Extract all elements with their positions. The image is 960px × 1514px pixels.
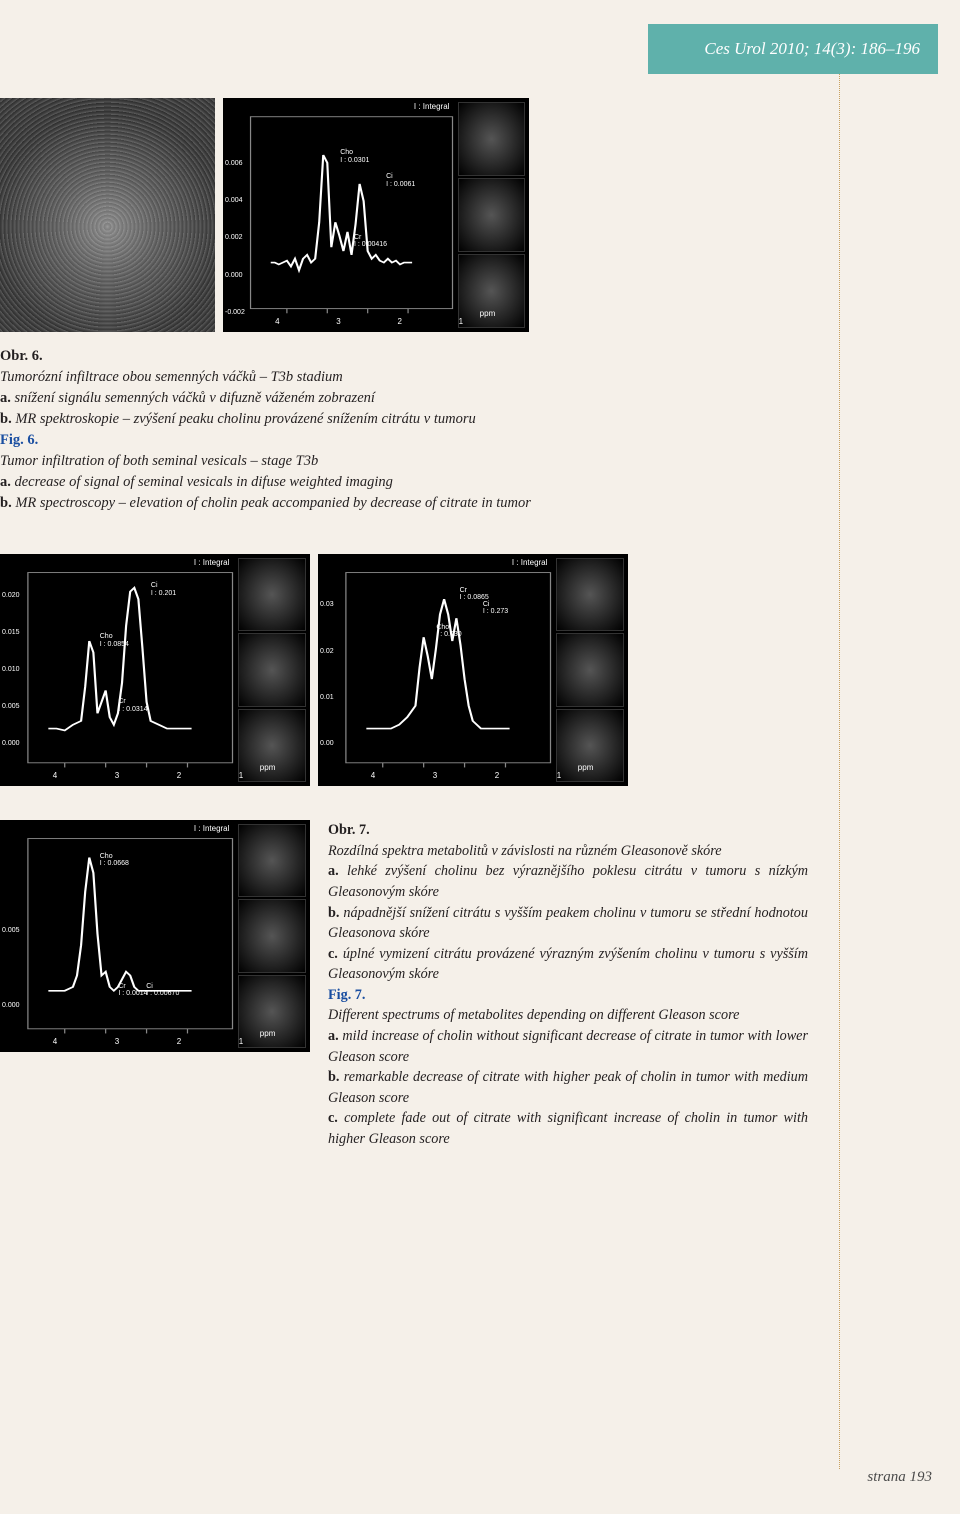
fig6-obr-label: Obr. 6. — [0, 348, 43, 364]
fig7-panel-c-spectrum: I : Integral0.0050.0004321ppmChoI : 0.06… — [0, 820, 310, 1052]
fig7-cz-title: Rozdílná spektra metabolitů v závislosti… — [328, 843, 722, 859]
fig6-en-a-part: a. — [0, 474, 11, 490]
fig7-cz-b-part: b. — [328, 905, 339, 921]
fig7-cz-c: úplné vymizení citrátu provázené výrazný… — [328, 946, 808, 983]
fig7-obr-label: Obr. 7. — [328, 822, 370, 838]
fig7-row-top: I : Integral0.0200.0150.0100.0050.000432… — [0, 554, 830, 786]
fig6-panel-a-mri — [0, 98, 215, 332]
fig7-cz-a-part: a. — [328, 863, 339, 879]
fig7-fig-label: Fig. 7. — [328, 987, 365, 1003]
fig7-cz-a: lehké zvýšení cholinu bez výraznějšího p… — [328, 863, 808, 900]
fig7-cz-b: nápadnější snížení citrátu s vyšším peak… — [328, 905, 808, 942]
fig7-cz-c-part: c. — [328, 946, 338, 962]
spectrum-plot — [223, 98, 529, 332]
fig6-panel-b-spectrum: I : Integral0.0060.0040.0020.000-0.00243… — [223, 98, 529, 332]
fig7-en-b: remarkable decrease of citrate with high… — [328, 1069, 808, 1106]
fig6-cz-title: Tumorózní infiltrace obou semenných váčk… — [0, 369, 343, 385]
fig6-cz-b: MR spektroskopie – zvýšení peaku cholinu… — [15, 411, 475, 427]
fig7-panel-b-spectrum: I : Integral0.030.020.010.004321ppmCrI :… — [318, 554, 628, 786]
fig7-caption: Obr. 7. Rozdílná spektra metabolitů v zá… — [328, 820, 808, 1150]
fig7-en-c: complete fade out of citrate with signif… — [328, 1110, 808, 1147]
margin-dotted-rule — [839, 74, 840, 1469]
fig6-en-title: Tumor infiltration of both seminal vesic… — [0, 453, 318, 469]
spectrum-plot — [0, 820, 310, 1052]
spectrum-plot — [318, 554, 628, 786]
fig6-en-a: decrease of signal of seminal vesicals i… — [15, 474, 393, 490]
fig6-en-b-part: b. — [0, 495, 12, 511]
fig6-en-b: MR spectroscopy – elevation of cholin pe… — [15, 495, 531, 511]
fig7-en-a-part: a. — [328, 1028, 339, 1044]
fig7-row-bottom: I : Integral0.0050.0004321ppmChoI : 0.06… — [0, 820, 830, 1150]
fig7-en-a: mild increase of cholin without signific… — [328, 1028, 808, 1065]
fig7-panel-a-spectrum: I : Integral0.0200.0150.0100.0050.000432… — [0, 554, 310, 786]
journal-header-text: Ces Urol 2010; 14(3): 186–196 — [704, 39, 920, 59]
page-footer: strana 193 — [867, 1469, 932, 1486]
fig7-en-b-part: b. — [328, 1069, 339, 1085]
fig6-cz-a: snížení signálu semenných váčků v difuzn… — [15, 390, 375, 406]
fig6-caption: Obr. 6. Tumorózní infiltrace obou semenn… — [0, 346, 820, 514]
fig7-en-title: Different spectrums of metabolites depen… — [328, 1007, 739, 1023]
fig6-fig-label: Fig. 6. — [0, 432, 38, 448]
fig6-cz-a-part: a. — [0, 390, 11, 406]
fig7-en-c-part: c. — [328, 1110, 338, 1126]
journal-header: Ces Urol 2010; 14(3): 186–196 — [648, 24, 938, 74]
fig6-cz-b-part: b. — [0, 411, 12, 427]
fig6-row: I : Integral0.0060.0040.0020.000-0.00243… — [0, 98, 830, 332]
spectrum-plot — [0, 554, 310, 786]
page-content: I : Integral0.0060.0040.0020.000-0.00243… — [0, 98, 830, 1160]
page-number: strana 193 — [867, 1469, 932, 1485]
